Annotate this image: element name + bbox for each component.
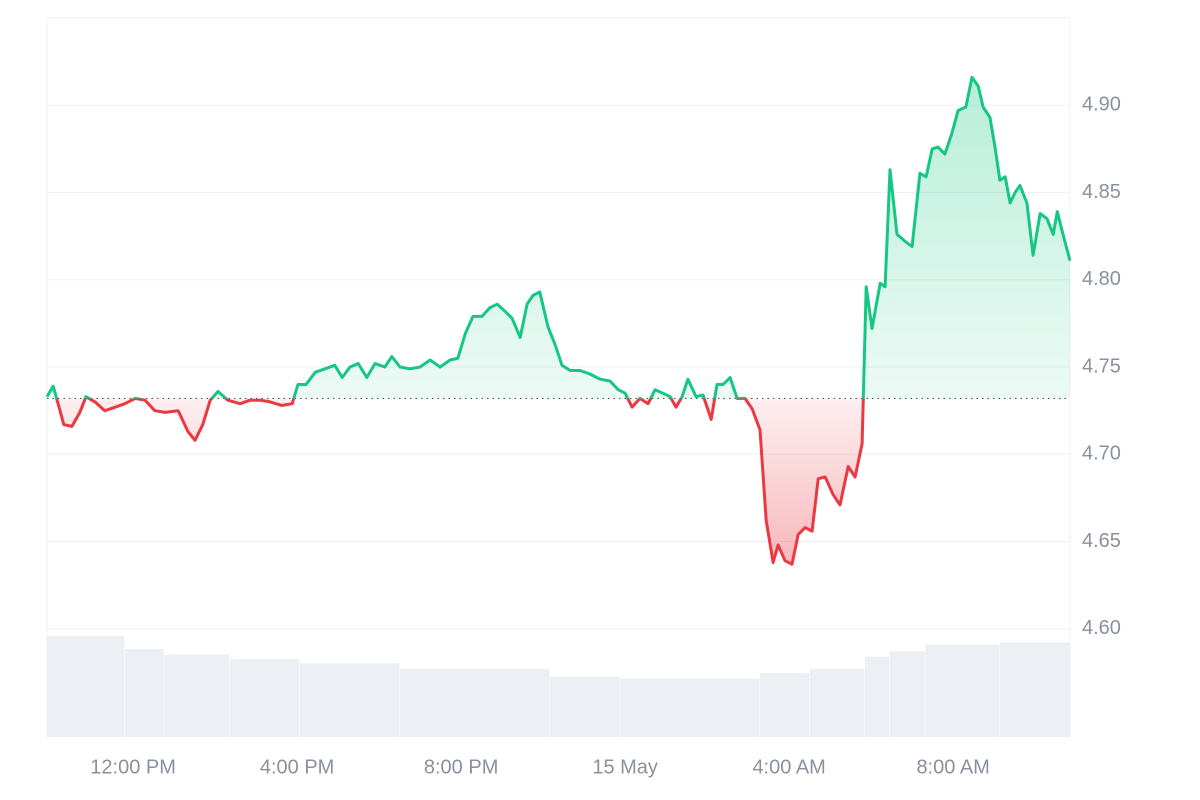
x-tick-label: 8:00 PM — [424, 756, 498, 778]
volume-bar — [229, 658, 300, 737]
volume-bar — [124, 649, 164, 737]
volume-bar — [299, 663, 400, 737]
x-tick-label: 8:00 AM — [916, 756, 989, 778]
x-tick-label: 4:00 AM — [752, 756, 825, 778]
volume-bar — [999, 642, 1070, 737]
volume-bar — [925, 644, 1000, 737]
x-tick-label: 4:00 PM — [260, 756, 334, 778]
area-fill — [47, 77, 1070, 565]
volume-bar — [620, 678, 760, 737]
y-tick-label: 4.90 — [1082, 94, 1121, 116]
y-tick-label: 4.75 — [1082, 355, 1121, 377]
y-tick-label: 4.65 — [1082, 530, 1121, 552]
volume-bar — [47, 635, 125, 737]
volume-bar — [164, 654, 230, 737]
y-tick-label: 4.70 — [1082, 443, 1121, 465]
volume-bar — [890, 651, 925, 737]
y-tick-label: 4.80 — [1082, 268, 1121, 290]
volume-bar — [550, 676, 620, 737]
x-tick-label: 15 May — [592, 756, 658, 778]
price-line — [45, 75, 1072, 566]
volume-bar — [400, 668, 550, 737]
x-tick-label: 12:00 PM — [90, 756, 176, 778]
volume-bar — [810, 668, 865, 737]
y-tick-label: 4.60 — [1082, 617, 1121, 639]
volume-bar — [864, 656, 890, 737]
volume-bar — [760, 673, 810, 737]
y-tick-label: 4.85 — [1082, 181, 1121, 203]
